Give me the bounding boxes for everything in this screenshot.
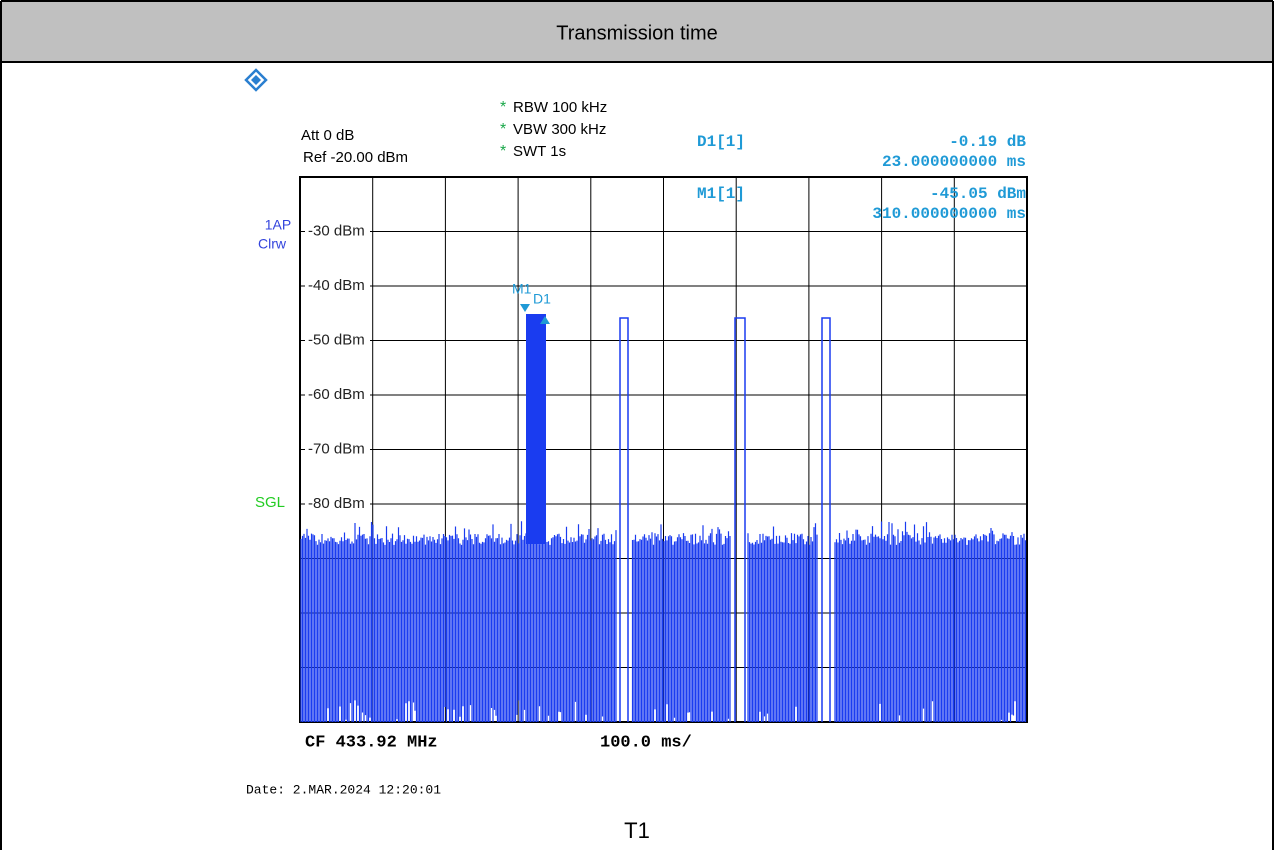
marker-tag: M1: [512, 281, 532, 297]
setting-flag: *: [500, 99, 506, 116]
marker-level: -45.05 dBm: [930, 185, 1026, 203]
trace-pulse: [734, 317, 746, 722]
marker-level: -0.19 dB: [949, 133, 1026, 151]
marker-time: 23.000000000 ms: [882, 153, 1026, 171]
setting-flag: *: [500, 121, 506, 138]
y-tick-label: -80 dBm: [308, 495, 365, 512]
setting: Ref -20.00 dBm: [303, 149, 408, 166]
y-tick-label: -30 dBm: [308, 222, 365, 239]
marker-tag: D1: [533, 291, 551, 307]
label-bg: [305, 439, 370, 460]
marker-name: M1[1]: [697, 185, 745, 203]
y-tick-label: -60 dBm: [308, 386, 365, 403]
header-title: Transmission time: [556, 22, 718, 44]
label-bg: [305, 221, 370, 242]
trace-noise: [300, 521, 1027, 722]
label-bg: [305, 494, 370, 514]
label-bg: [305, 385, 370, 405]
date: Date: 2.MAR.2024 12:20:01: [246, 782, 441, 797]
trace-label: 1AP: [265, 217, 291, 233]
mode-label: SGL: [255, 494, 285, 511]
caption: T1: [624, 818, 650, 843]
label-bg: [305, 330, 370, 351]
span: 100.0 ms/: [600, 733, 692, 752]
trace-pulse: [821, 317, 831, 722]
marker-time: 310.000000000 ms: [872, 205, 1026, 223]
setting: RBW 100 kHz: [513, 99, 607, 116]
y-tick-label: -40 dBm: [308, 277, 365, 294]
setting-flag: *: [500, 143, 506, 160]
center-freq: CF 433.92 MHz: [305, 733, 438, 752]
marker-d1: [540, 316, 550, 324]
setting: Att 0 dB: [301, 127, 354, 144]
header-band: [1, 1, 1273, 62]
logo: [244, 68, 268, 92]
logo: [251, 75, 261, 85]
label-bg: [305, 276, 370, 296]
marker-m1: [520, 304, 530, 312]
marker-name: D1[1]: [697, 133, 745, 151]
trace-burst: [526, 314, 546, 544]
setting: VBW 300 kHz: [513, 121, 606, 138]
y-tick-label: -70 dBm: [308, 440, 365, 457]
trace-label: Clrw: [258, 236, 287, 252]
trace-pulse: [619, 317, 629, 722]
setting: SWT 1s: [513, 143, 566, 160]
y-tick-label: -50 dBm: [308, 331, 365, 348]
